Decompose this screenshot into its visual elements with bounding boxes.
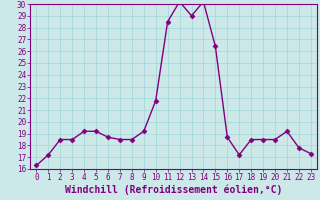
X-axis label: Windchill (Refroidissement éolien,°C): Windchill (Refroidissement éolien,°C) bbox=[65, 185, 282, 195]
